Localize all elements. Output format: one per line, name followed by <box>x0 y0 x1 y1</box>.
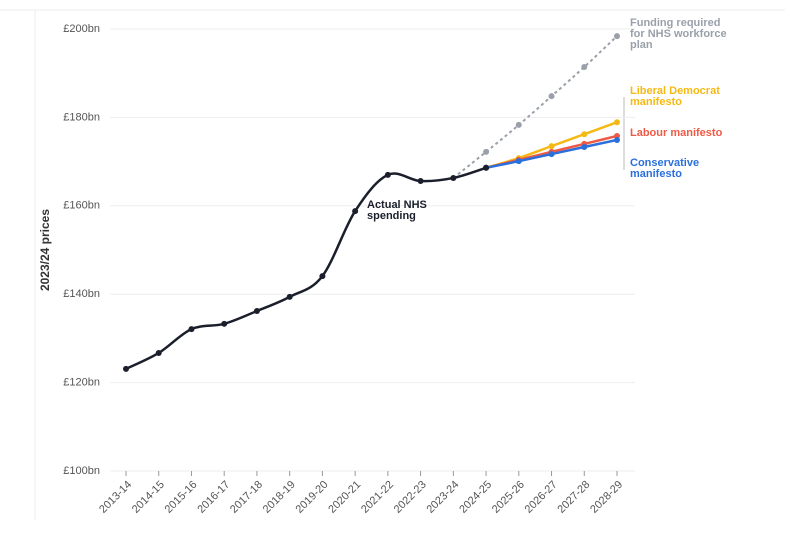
series-label: Funding required for NHS workforce plan <box>630 17 727 51</box>
data-point <box>450 174 457 181</box>
data-point <box>581 144 588 151</box>
series-label: Conservative manifesto <box>630 157 700 180</box>
x-tick-label: 2021-22 <box>359 479 396 516</box>
data-point <box>614 136 620 143</box>
data-point <box>515 121 522 128</box>
data-point <box>352 208 359 215</box>
x-tick-label: 2022-23 <box>392 479 429 516</box>
x-tick-label: 2016-17 <box>195 479 232 516</box>
series-line <box>452 35 618 179</box>
data-point <box>188 326 195 333</box>
data-point <box>384 171 391 178</box>
series-label: Labour manifesto <box>630 127 723 139</box>
x-tick-label: 2023-24 <box>424 479 461 516</box>
y-tick-label: £180bn <box>63 111 100 123</box>
data-point <box>319 273 326 280</box>
data-point <box>483 164 490 171</box>
data-point <box>581 64 588 71</box>
data-point <box>123 365 129 372</box>
data-point <box>221 320 228 327</box>
series-label: Actual NHS spending <box>367 199 427 222</box>
x-tick-label: 2024-25 <box>457 479 494 516</box>
y-tick-label: £160bn <box>63 200 100 212</box>
data-point <box>581 131 588 138</box>
data-point <box>515 158 522 165</box>
series-label: Liberal Democrat manifesto <box>630 85 720 108</box>
data-point <box>253 307 260 314</box>
x-tick-label: 2026-27 <box>523 479 560 516</box>
x-tick-label: 2018-19 <box>261 479 298 516</box>
x-tick-label: 2019-20 <box>294 479 331 516</box>
series-line <box>125 166 487 371</box>
x-tick-label: 2028-29 <box>588 479 625 516</box>
data-point <box>417 178 424 185</box>
x-tick-label: 2015-16 <box>163 479 200 516</box>
x-tick-label: 2025-26 <box>490 479 527 516</box>
y-axis-label: 2023/24 prices <box>38 209 52 291</box>
y-tick-label: £200bn <box>63 23 100 35</box>
x-tick-label: 2020-21 <box>326 479 363 516</box>
x-tick-label: 2017-18 <box>228 479 265 516</box>
data-point <box>548 93 555 100</box>
y-tick-label: £120bn <box>63 377 100 389</box>
x-tick-label: 2014-15 <box>130 479 167 516</box>
data-point <box>286 293 293 300</box>
data-point <box>614 33 620 40</box>
data-point <box>548 151 555 158</box>
data-point <box>548 143 555 150</box>
data-point <box>483 148 490 155</box>
data-point <box>155 349 162 356</box>
y-tick-label: £100bn <box>63 465 100 477</box>
data-point <box>614 119 620 126</box>
x-tick-label: 2013-14 <box>97 479 134 516</box>
y-tick-label: £140bn <box>63 288 100 300</box>
x-tick-label: 2027-28 <box>555 479 592 516</box>
